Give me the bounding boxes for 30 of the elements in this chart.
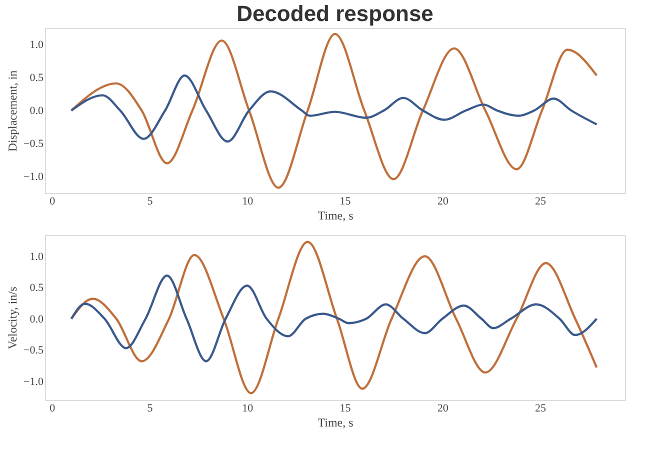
x-axis-title: Time, s — [318, 208, 354, 222]
chart-title: Decoded response — [236, 1, 434, 26]
y-tick-label: 1.0 — [30, 250, 44, 263]
y-axis-title: Displacement, in — [6, 70, 20, 152]
x-tick-label: 10 — [242, 196, 254, 208]
x-tick-label: 25 — [535, 402, 547, 414]
line-series — [70, 32, 598, 189]
y-axis-title: Velocity, in/s — [6, 286, 20, 350]
x-tick-label: 20 — [437, 402, 449, 414]
y-tick-label: 0.5 — [30, 72, 44, 84]
x-tick-label: 15 — [340, 196, 352, 208]
y-tick-label: 1.0 — [30, 39, 44, 51]
y-tick-label: 0.0 — [30, 313, 44, 326]
line-series — [70, 274, 598, 362]
y-tick-label: 0.5 — [30, 282, 44, 294]
x-tick-label: 25 — [535, 196, 547, 208]
x-tick-label: 5 — [147, 402, 154, 414]
x-tick-label: 0 — [50, 402, 56, 414]
x-tick-label: 15 — [340, 402, 352, 414]
x-axis-title: Time, s — [318, 416, 354, 430]
line-series — [70, 74, 598, 143]
x-tick-label: 10 — [242, 402, 254, 414]
y-tick-label: −1.0 — [24, 376, 44, 388]
x-tick-label: 0 — [50, 196, 56, 208]
y-tick-label: −0.5 — [24, 138, 44, 150]
y-tick-label: −1.0 — [24, 171, 44, 183]
x-tick-label: 20 — [437, 196, 449, 208]
y-tick-label: 0.0 — [30, 105, 44, 117]
x-tick-label: 5 — [147, 196, 154, 208]
y-tick-label: −0.5 — [24, 344, 44, 356]
